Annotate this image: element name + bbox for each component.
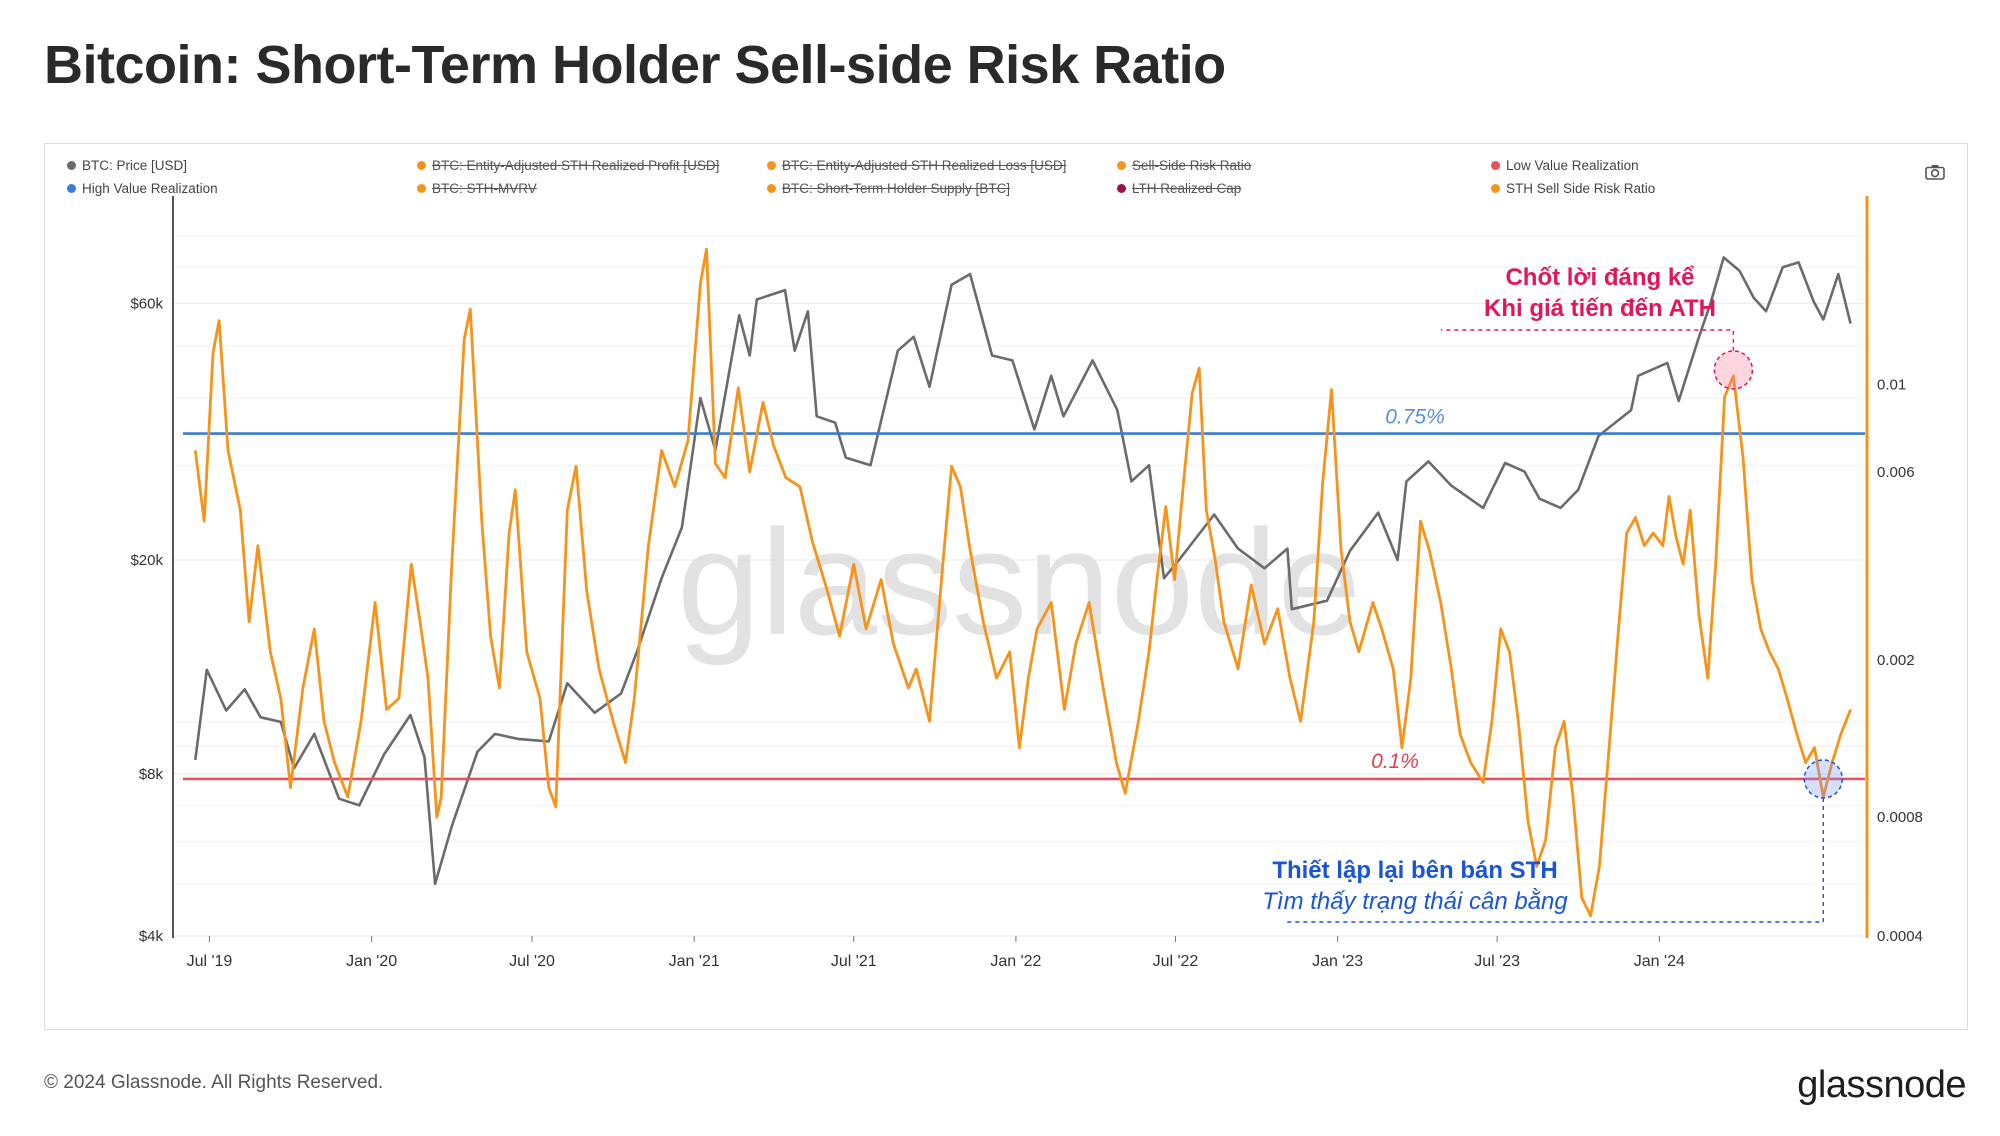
annotation-profit-line2: Khi giá tiến đến ATH [1484,295,1716,322]
x-tick-label: Jan '22 [990,953,1041,970]
x-tick-label: Jan '24 [1634,953,1685,970]
legend-label: STH Sell Side Risk Ratio [1506,181,1656,196]
legend-dot-icon [767,184,776,193]
peak-marker-circle [1713,350,1754,390]
legend-item[interactable]: BTC: Entity-Adjusted STH Realized Profit… [417,158,719,173]
y-right-tick-label: 0.006 [1877,464,1915,481]
camera-icon[interactable] [1925,164,1945,180]
y-right-tick-label: 0.002 [1877,652,1915,669]
price-series-line [194,256,1852,886]
legend-dot-icon [67,184,76,193]
annotation-seller-reset: Thiết lập lại bên bán STH Tìm thấy trạng… [1235,855,1595,917]
peak-connector-line [1441,329,1735,351]
x-tick-label: Jan '23 [1312,953,1363,970]
legend-label: BTC: STH-MVRV [432,181,537,196]
reset-connector-line [1285,797,1824,923]
high-value-label: 0.75% [1385,406,1445,429]
annotation-reset-line2: Tìm thấy trạng thái cân bằng [1262,888,1568,915]
chart-plot: glassnode $4k $8k $20k $60k 0.0004 0.0008 0.002… [130,196,1923,970]
y-right-tick-label: 0.0008 [1877,809,1923,826]
legend-item[interactable]: STH Sell Side Risk Ratio [1491,181,1655,196]
legend-item[interactable]: Low Value Realization [1491,158,1639,173]
reset-marker-circle [1803,759,1844,799]
glassnode-logo: glassnode [1797,1064,1966,1106]
legend-item[interactable]: BTC: Entity-Adjusted STH Realized Loss [… [767,158,1066,173]
watermark-text: glassnode [677,498,1361,666]
legend-label: High Value Realization [82,181,218,196]
y-right-tick-label: 0.01 [1877,376,1906,393]
x-tick-label: Jan '21 [669,953,720,970]
legend-label: BTC: Entity-Adjusted STH Realized Loss [… [782,158,1067,173]
legend-label: BTC: Price [USD] [82,158,188,173]
legend-dot-icon [767,161,776,170]
legend-item[interactable]: BTC: Short-Term Holder Supply [BTC] [767,181,1010,196]
x-tick-label: Jul '19 [187,953,233,970]
copyright-footer: © 2024 Glassnode. All Rights Reserved. [44,1072,384,1093]
legend-dot-icon [417,161,426,170]
page-title: Bitcoin: Short-Term Holder Sell-side Ris… [44,35,1226,95]
x-tick-label: Jan '20 [346,953,397,970]
legend-dot-icon [1117,161,1126,170]
y-left-tick-label: $8k [139,766,164,783]
y-left-tick-label: $4k [139,928,164,945]
sth-ssrr-series-line [193,247,1852,918]
y-left-tick-label: $20k [130,552,163,569]
legend-item[interactable]: BTC: STH-MVRV [417,181,537,196]
legend-item[interactable]: High Value Realization [67,181,218,196]
legend-dot-icon [1491,161,1500,170]
low-value-label: 0.1% [1371,750,1419,773]
x-tick-label: Jul '22 [1153,953,1199,970]
annotation-reset-line1: Thiết lập lại bên bán STH [1272,857,1558,884]
legend-item[interactable]: BTC: Price [USD] [67,158,187,173]
annotation-profit-line1: Chốt lời đáng kể [1505,264,1695,291]
legend-item[interactable]: Sell-Side Risk Ratio [1117,158,1251,173]
legend-item[interactable]: LTH Realized Cap [1117,181,1241,196]
legend-label: Low Value Realization [1506,158,1639,173]
x-tick-label: Jul '20 [509,953,555,970]
legend-label: BTC: Entity-Adjusted STH Realized Profit… [432,158,720,173]
legend-dot-icon [417,184,426,193]
x-tick-label: Jul '23 [1474,953,1520,970]
legend-label: LTH Realized Cap [1132,181,1242,196]
legend-label: BTC: Short-Term Holder Supply [BTC] [782,181,1011,196]
chart-frame: BTC: Price [USD] BTC: Entity-Adjusted STH… [44,143,1968,1030]
x-tick-label: Jul '21 [831,953,877,970]
legend-dot-icon [67,161,76,170]
legend-dot-icon [1117,184,1126,193]
legend-dot-icon [1491,184,1500,193]
y-right-tick-label: 0.0004 [1877,928,1923,945]
y-left-tick-label: $60k [130,295,163,312]
legend-label: Sell-Side Risk Ratio [1132,158,1252,173]
annotation-profit-taking: Chốt lời đáng kể Khi giá tiến đến ATH [1435,262,1765,324]
